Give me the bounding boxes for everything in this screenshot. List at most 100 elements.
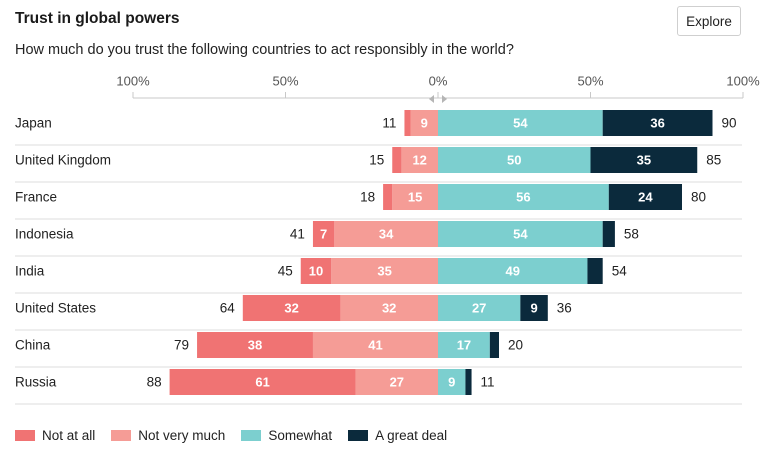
bar-segment-somewhat: [438, 184, 609, 210]
legend-item-not-at-all[interactable]: Not at all: [15, 428, 95, 443]
data-label-somewhat: 54: [513, 116, 528, 131]
legend-swatch-a-great-deal: [348, 430, 369, 441]
bar-segment-somewhat: [438, 147, 591, 173]
bar-segment-somewhat: [438, 221, 603, 247]
axis-tick-label: 100%: [116, 74, 150, 89]
total-negative-label: 41: [290, 227, 305, 242]
data-label-somewhat: 17: [457, 338, 471, 353]
data-label-not-very-much: 41: [368, 338, 382, 353]
data-label-not-very-much: 9: [421, 116, 428, 131]
data-label-somewhat: 56: [516, 190, 530, 205]
bar-segment-not-very-much: [355, 369, 438, 395]
category-label-russia: Russia: [15, 375, 57, 390]
category-label-united-states: United States: [15, 301, 96, 316]
category-label-japan: Japan: [15, 116, 52, 131]
legend-swatch-not-very-much: [111, 430, 132, 441]
legend-swatch-somewhat: [241, 430, 262, 441]
total-negative-label: 45: [278, 264, 293, 279]
total-positive-label: 80: [691, 190, 706, 205]
legend-item-a-great-deal[interactable]: A great deal: [348, 428, 447, 443]
scroll-right-icon: [442, 95, 447, 103]
bar-segment-not-at-all: [392, 147, 402, 173]
category-label-china: China: [15, 338, 51, 353]
category-label-united-kingdom: United Kingdom: [15, 153, 111, 168]
bar-segment-a-great-deal: [602, 110, 713, 136]
data-label-not-at-all: 10: [309, 264, 323, 279]
bar-segment-not-very-much: [334, 221, 438, 247]
data-label-a-great-deal: 9: [530, 301, 537, 316]
data-label-not-very-much: 27: [390, 375, 404, 390]
bar-segment-not-at-all: [312, 221, 335, 247]
explore-button[interactable]: Explore: [677, 6, 741, 36]
total-positive-label: 90: [722, 116, 737, 131]
data-label-a-great-deal: 24: [638, 190, 653, 205]
category-label-india: India: [15, 264, 45, 279]
bar-segment-somewhat: [438, 332, 490, 358]
legend-item-somewhat[interactable]: Somewhat: [241, 428, 332, 443]
bar-segment-not-at-all: [169, 369, 356, 395]
data-label-not-at-all: 61: [255, 375, 269, 390]
total-positive-label: 85: [706, 153, 721, 168]
bar-segment-not-very-much: [312, 332, 438, 358]
bar-segment-somewhat: [438, 258, 588, 284]
total-negative-label: 64: [220, 301, 236, 316]
bar-segment-a-great-deal: [465, 369, 472, 395]
data-label-somewhat: 49: [505, 264, 519, 279]
data-label-not-at-all: 7: [320, 227, 327, 242]
bar-segment-not-very-much: [401, 147, 438, 173]
data-label-somewhat: 54: [513, 227, 528, 242]
bar-segment-not-at-all: [300, 258, 332, 284]
data-label-not-at-all: 32: [284, 301, 298, 316]
axis-tick-label: 50%: [272, 74, 298, 89]
axis-tick-label: 100%: [726, 74, 760, 89]
bar-segment-a-great-deal: [489, 332, 499, 358]
bar-segment-somewhat: [438, 369, 466, 395]
data-label-somewhat: 27: [472, 301, 486, 316]
bar-segment-a-great-deal: [590, 147, 698, 173]
bar-segment-not-at-all: [383, 184, 393, 210]
data-label-not-at-all: 38: [248, 338, 262, 353]
total-positive-label: 58: [624, 227, 639, 242]
data-label-not-very-much: 34: [379, 227, 394, 242]
legend-label-not-at-all: Not at all: [42, 428, 96, 443]
data-label-not-very-much: 35: [377, 264, 391, 279]
bar-segment-somewhat: [438, 110, 603, 136]
axis-tick-label: 50%: [577, 74, 603, 89]
bar-segment-not-at-all: [404, 110, 411, 136]
chart-legend: Not at all Not very much Somewhat A grea…: [15, 428, 463, 443]
data-label-a-great-deal: 35: [637, 153, 651, 168]
bar-segment-not-very-much: [392, 184, 438, 210]
chart-subtitle: How much do you trust the following coun…: [15, 42, 514, 58]
total-positive-label: 54: [612, 264, 628, 279]
bar-segment-not-at-all: [242, 295, 341, 321]
bar-segment-not-very-much: [331, 258, 438, 284]
data-label-a-great-deal: 36: [650, 116, 664, 131]
axis-tick-label: 0%: [429, 74, 448, 89]
legend-label-a-great-deal: A great deal: [375, 428, 448, 443]
total-negative-label: 88: [147, 375, 162, 390]
data-label-somewhat: 50: [507, 153, 521, 168]
data-label-not-very-much: 32: [382, 301, 396, 316]
bar-segment-a-great-deal: [520, 295, 548, 321]
total-negative-label: 15: [369, 153, 384, 168]
total-negative-label: 18: [360, 190, 375, 205]
legend-label-somewhat: Somewhat: [268, 428, 333, 443]
data-label-not-very-much: 15: [408, 190, 422, 205]
bar-segment-a-great-deal: [608, 184, 682, 210]
total-negative-label: 11: [382, 116, 396, 131]
category-label-indonesia: Indonesia: [15, 227, 74, 242]
data-label-somewhat: 9: [448, 375, 455, 390]
bar-segment-not-very-much: [410, 110, 438, 136]
chart-title: Trust in global powers: [15, 10, 180, 27]
category-label-france: France: [15, 190, 57, 205]
total-negative-label: 79: [174, 338, 189, 353]
bar-segment-a-great-deal: [587, 258, 603, 284]
total-positive-label: 20: [508, 338, 523, 353]
legend-item-not-very-much[interactable]: Not very much: [111, 428, 225, 443]
total-positive-label: 36: [557, 301, 572, 316]
data-label-not-very-much: 12: [412, 153, 426, 168]
bar-segment-a-great-deal: [602, 221, 615, 247]
legend-label-not-very-much: Not very much: [138, 428, 226, 443]
legend-swatch-not-at-all: [15, 430, 35, 441]
